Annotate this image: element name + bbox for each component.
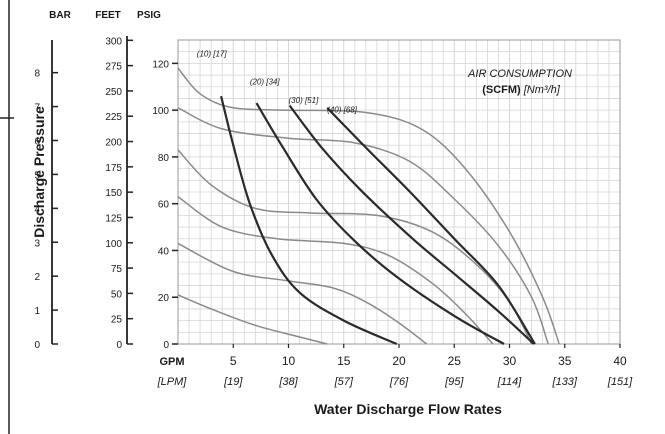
gpm-axis-header: GPM (159, 356, 184, 368)
feet-axis-tick-label: 100 (105, 239, 122, 250)
gpm-axis-tick-label: 15 (337, 354, 351, 368)
gpm-axis-tick-label: 25 (448, 354, 462, 368)
annotation-scfm: (SCFM) (482, 84, 521, 96)
lpm-axis-tick-label: [38] (278, 376, 298, 388)
feet-axis-tick-label: 75 (111, 264, 123, 275)
psig-axis-tick-label: 40 (158, 246, 170, 257)
bar-axis-header: BAR (49, 10, 71, 21)
air-consumption-curve-3 (288, 104, 535, 345)
air-consumption-label: (20) [34] (250, 77, 281, 86)
bar-axis-tick-label: 1 (34, 306, 40, 317)
feet-axis-tick-label: 300 (105, 36, 122, 47)
air-consumption-curve-4 (326, 107, 536, 345)
lpm-axis-tick-label: [57] (334, 376, 354, 388)
air-consumption-label: (30) [51] (289, 96, 320, 105)
feet-axis-tick-label: 200 (105, 138, 122, 149)
pressure-curve-1 (177, 67, 560, 345)
feet-axis-tick-label: 50 (111, 289, 123, 300)
pressure-curve-5 (177, 242, 428, 345)
gpm-axis-tick-label: 5 (230, 354, 237, 368)
bar-axis-tick-label: 7 (34, 103, 40, 114)
bar-axis-tick-label: 0 (34, 340, 40, 351)
bar-axis-tick-label: 3 (34, 238, 40, 249)
feet-axis-tick-label: 175 (105, 163, 122, 174)
feet-axis-header: FEET (95, 10, 121, 21)
psig-axis-tick-label: 0 (163, 340, 169, 351)
y-axis-title: Discharge Pressure (31, 106, 47, 238)
lpm-axis-header: [LPM] (157, 376, 188, 388)
feet-axis-tick-label: 0 (116, 340, 122, 351)
psig-axis-tick-label: 20 (158, 293, 170, 304)
air-consumption-curve-2 (255, 102, 505, 345)
air-consumption-label: (10) [17] (197, 49, 228, 58)
feet-axis-tick-label: 250 (105, 87, 122, 98)
air-consumption-curve-1 (220, 95, 398, 346)
bar-axis-tick-label: 6 (34, 137, 40, 148)
lpm-axis-tick-label: [151] (607, 376, 633, 388)
lpm-axis-tick-label: [76] (389, 376, 409, 388)
gpm-axis-tick-label: 30 (503, 354, 517, 368)
psig-axis-header: PSIG (137, 10, 161, 21)
psig-axis-tick-label: 100 (152, 106, 169, 117)
feet-axis-tick-label: 150 (105, 188, 122, 199)
pressure-curve-6 (177, 294, 328, 345)
axes: BAR FEET PSIG Discharge Pressure GPM [LP… (31, 10, 633, 417)
bar-axis-tick-label: 4 (34, 204, 40, 215)
feet-axis-tick-label: 25 (111, 315, 123, 326)
bar-axis-tick-label: 8 (34, 69, 40, 80)
bar-axis-tick-label: 5 (34, 170, 40, 181)
curves: (10) [17] (20) [34] (30) [51] (40) [68] (177, 49, 560, 346)
pressure-curve-2 (177, 107, 549, 345)
x-axis-title: Water Discharge Flow Rates (314, 401, 502, 417)
psig-axis-tick-label: 120 (152, 59, 169, 70)
lpm-axis-tick-label: [114] (497, 376, 523, 388)
feet-axis-tick-label: 225 (105, 112, 122, 123)
gpm-axis-tick-label: 35 (558, 354, 572, 368)
lpm-axis-tick-label: [95] (444, 376, 464, 388)
air-consumption-annotation: AIR CONSUMPTION (SCFM) [Nm³/h] (467, 68, 572, 96)
pressure-curve-4 (177, 196, 494, 345)
annotation-nm3h: [Nm³/h] (523, 84, 561, 96)
annotation-line-2: (SCFM) [Nm³/h] (482, 84, 561, 96)
air-consumption-label: (40) [68] (327, 105, 358, 114)
lpm-axis-tick-label: [19] (223, 376, 243, 388)
gpm-axis-tick-label: 20 (392, 354, 406, 368)
feet-axis-tick-label: 275 (105, 62, 122, 73)
lpm-axis-tick-label: [133] (552, 376, 578, 388)
bar-axis-tick-label: 2 (34, 272, 40, 283)
psig-axis-tick-label: 80 (158, 153, 170, 164)
annotation-line-1: AIR CONSUMPTION (467, 68, 572, 80)
psig-axis-tick-label: 60 (158, 200, 170, 211)
gpm-axis-tick-label: 10 (282, 354, 296, 368)
gpm-axis-tick-label: 40 (613, 354, 627, 368)
feet-axis-tick-label: 125 (105, 213, 122, 224)
